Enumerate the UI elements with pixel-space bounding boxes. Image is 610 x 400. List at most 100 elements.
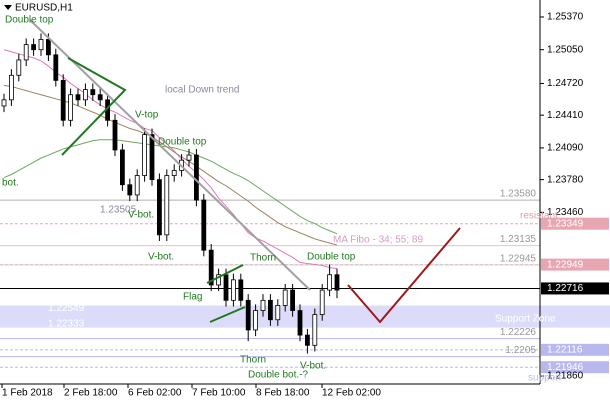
y-tick-label: 1.25050 xyxy=(547,44,584,55)
annotation: resistant xyxy=(520,211,558,222)
price-box xyxy=(541,343,609,356)
candle-body xyxy=(38,39,44,51)
zone-label: 1.22549 xyxy=(48,303,85,314)
candle-body xyxy=(83,89,88,101)
candle-body xyxy=(319,289,325,316)
candle-body xyxy=(31,44,37,51)
price-label: 1.22716 xyxy=(547,283,584,294)
price-box xyxy=(541,217,609,230)
y-tick-label: 1.24720 xyxy=(547,78,584,89)
annotation: Flag xyxy=(183,292,202,303)
candle-body xyxy=(201,199,207,251)
annotation: Double top xyxy=(5,15,54,26)
price-box xyxy=(541,361,609,374)
candle-body xyxy=(260,299,266,311)
y-tick-label: 1.25370 xyxy=(547,12,584,23)
candle-body xyxy=(90,89,96,96)
candle-body xyxy=(134,175,140,196)
candle-body xyxy=(53,54,59,81)
candle-body xyxy=(245,299,251,331)
annotation: Thorn xyxy=(240,355,266,366)
candle-body xyxy=(230,279,236,301)
support-zone xyxy=(0,305,610,328)
candle-body xyxy=(171,170,177,176)
candle-body xyxy=(149,134,155,181)
candle-body xyxy=(16,59,22,76)
candle-body xyxy=(46,39,51,56)
candle-body xyxy=(216,274,222,286)
projection xyxy=(347,227,461,324)
candle-body xyxy=(127,184,133,196)
y-tick-label: 1.24410 xyxy=(547,110,584,121)
candle-body xyxy=(23,44,29,61)
x-tick-label: 7 Feb 10:00 xyxy=(192,388,246,399)
candle-body xyxy=(208,249,214,286)
candle-body xyxy=(8,74,14,101)
x-tick-label: 2 Feb 18:00 xyxy=(64,388,118,399)
level-label: 1.22945 xyxy=(500,254,537,265)
icon xyxy=(4,5,12,10)
annotation: V-bot. xyxy=(128,210,154,221)
flag-line xyxy=(206,264,244,284)
symbol: EURUSD,H1 xyxy=(15,3,73,14)
candle-body xyxy=(164,175,170,236)
annotation: bot. xyxy=(2,178,19,189)
annotation: V-bot. xyxy=(148,252,174,263)
ma-line xyxy=(3,85,338,246)
candle-body xyxy=(75,94,81,101)
candle-body xyxy=(142,134,148,176)
annotation: local Down trend xyxy=(165,85,239,96)
price-label: 1.21946 xyxy=(547,362,584,373)
candle-body xyxy=(68,94,73,121)
y-tick-label: 1.23460 xyxy=(547,207,584,218)
annotation: Support Zone xyxy=(495,314,556,325)
candle-body xyxy=(334,274,340,291)
price-label: 1.22949 xyxy=(547,259,584,270)
trend-line xyxy=(29,19,311,291)
candle-body xyxy=(238,279,244,301)
y-tick-label: 1.24090 xyxy=(547,143,584,154)
annotation: Double top xyxy=(158,137,207,148)
candle-body xyxy=(297,310,303,336)
candle-body xyxy=(60,79,66,121)
candle-body xyxy=(112,119,118,151)
annotation: support xyxy=(528,373,562,384)
candle-body xyxy=(304,334,310,346)
level-label: 1.22226 xyxy=(500,327,537,338)
x-tick-label: 1 Feb 2018 xyxy=(2,388,53,399)
candle-body xyxy=(290,289,296,311)
candle-body xyxy=(327,274,333,291)
x-tick-label: 6 Feb 02:00 xyxy=(128,388,182,399)
annotation: 1.23505 xyxy=(100,205,137,216)
price-box xyxy=(541,258,609,271)
candle-body xyxy=(120,149,125,186)
price-box xyxy=(541,282,609,295)
candle-body xyxy=(253,310,259,331)
candle-body xyxy=(267,299,273,321)
level-label: 1.2205 xyxy=(505,345,536,356)
annotation: V-bot. xyxy=(300,361,326,372)
candle-body xyxy=(97,94,103,101)
annotation: MA Fibo - 34; 55; 89 xyxy=(333,235,423,246)
y-tick-label: 1.21860 xyxy=(547,371,584,382)
ma-line xyxy=(3,139,338,235)
zone-label: 1.22333 xyxy=(48,318,85,329)
y-tick-label: 1.23780 xyxy=(547,174,584,185)
candle-body xyxy=(1,99,7,107)
candle-body xyxy=(312,314,318,346)
candle-body xyxy=(275,305,281,321)
candle-body xyxy=(193,154,199,201)
level-label: 1.23135 xyxy=(500,234,537,245)
drawings xyxy=(29,19,461,324)
candle-body xyxy=(186,154,192,161)
annotation: Double bot.-? xyxy=(248,370,308,381)
annotation: Thorn xyxy=(250,253,276,264)
candle-body xyxy=(282,289,288,306)
annotation: V-top xyxy=(135,110,159,121)
price-label: 1.22116 xyxy=(547,344,583,355)
annotation: Double top xyxy=(307,252,356,263)
x-tick-label: 8 Feb 18:00 xyxy=(256,388,310,399)
x-tick-label: 12 Feb 02:00 xyxy=(322,388,381,399)
triangle xyxy=(61,57,127,156)
